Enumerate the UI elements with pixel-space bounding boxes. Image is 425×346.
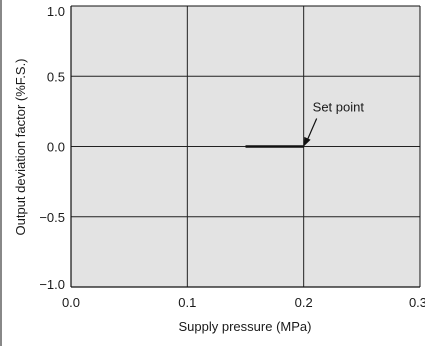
y-tick-label: −0.5 xyxy=(39,210,65,225)
x-axis-title: Supply pressure (MPa) xyxy=(179,319,312,334)
set-point-label: Set point xyxy=(313,100,365,115)
x-tick-label: 0.2 xyxy=(295,295,313,310)
x-tick-label: 0.0 xyxy=(62,295,80,310)
y-tick-label: −1.0 xyxy=(39,277,65,292)
tick-labels: 0.0 0.1 0.2 0.3 1.0 0.5 0.0 −0.5 −1.0 xyxy=(39,4,425,310)
set-point-arrow-shaft xyxy=(306,118,318,142)
x-tick-label: 0.3 xyxy=(409,295,425,310)
y-tick-label: 0.5 xyxy=(47,69,65,84)
y-tick-label: 0.0 xyxy=(47,140,65,155)
x-tick-label: 0.1 xyxy=(178,295,196,310)
set-point-arrow-head xyxy=(303,136,311,147)
annotations: Set point xyxy=(303,100,365,147)
y-tick-label: 1.0 xyxy=(47,4,65,19)
y-axis-title: Output deviation factor (%F.S.) xyxy=(13,58,28,235)
